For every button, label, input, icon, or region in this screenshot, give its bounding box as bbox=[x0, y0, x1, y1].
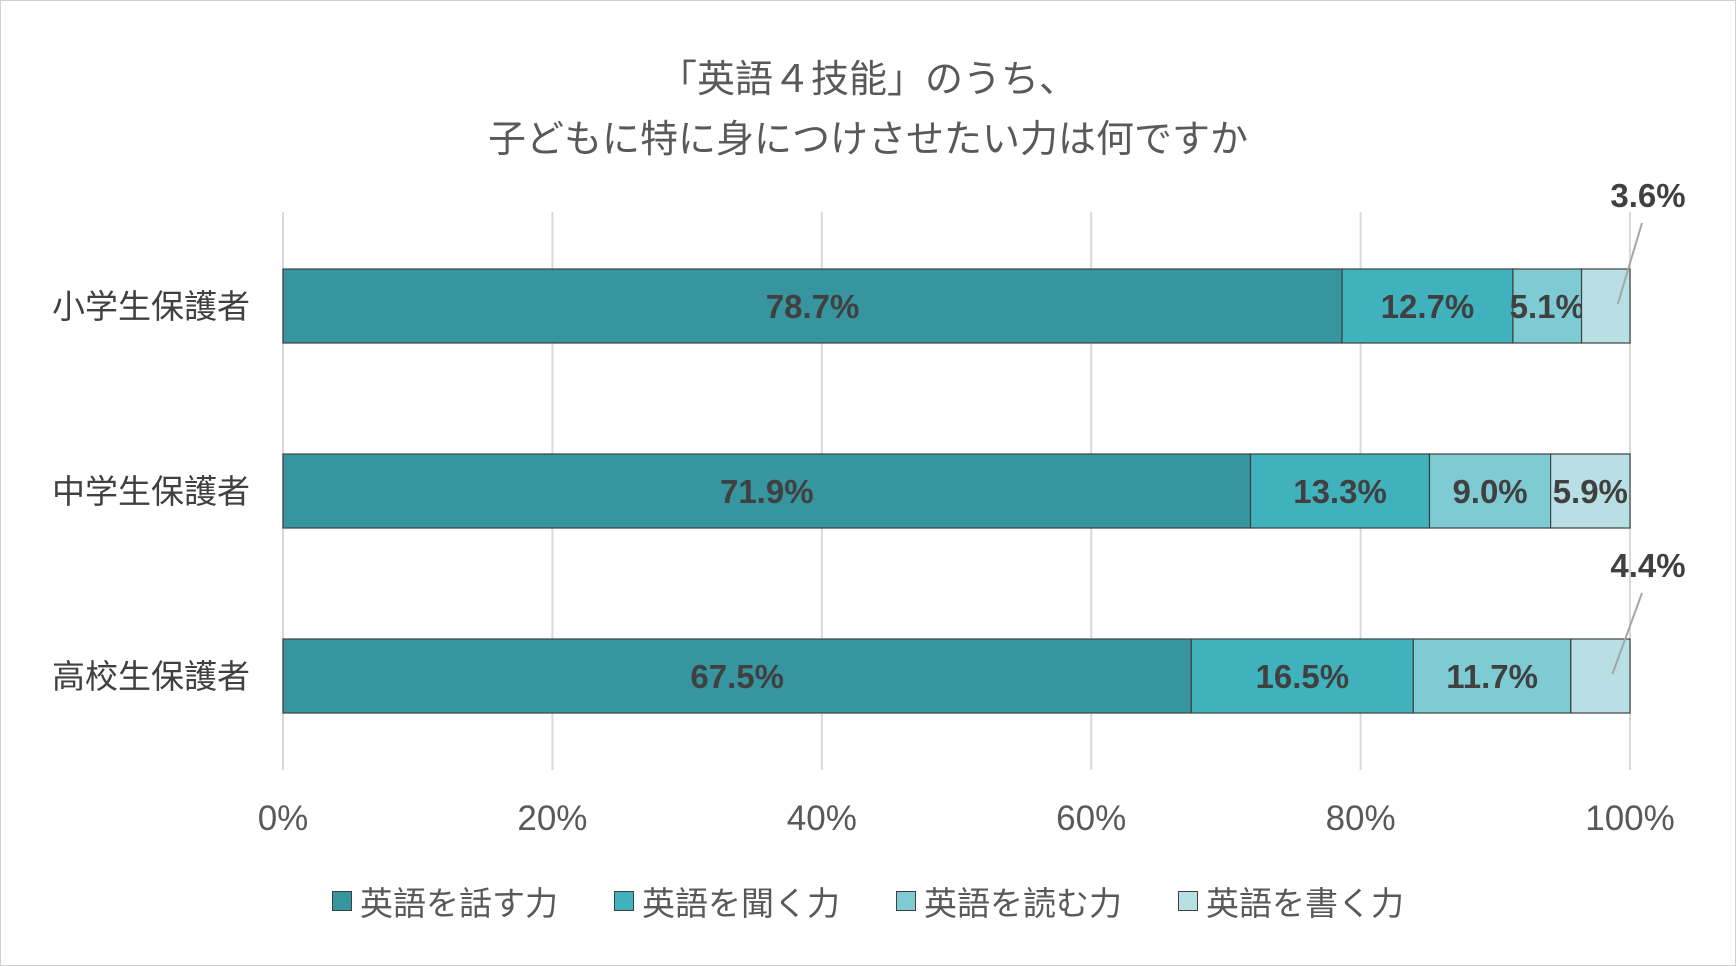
bar-segment bbox=[1190, 638, 1414, 714]
x-tick-label: 20% bbox=[517, 799, 587, 838]
bar-segment bbox=[1341, 268, 1514, 344]
x-tick-label: 0% bbox=[258, 799, 309, 838]
legend-item: 英語を読む力 bbox=[896, 877, 1122, 925]
data-label: 71.9% bbox=[720, 473, 814, 510]
legend-label: 英語を聞く力 bbox=[642, 884, 840, 923]
data-label: 11.7% bbox=[1446, 658, 1538, 695]
x-tick-label: 100% bbox=[1585, 799, 1675, 838]
chart-title-line-2: 子どもに特に身につけさせたい力は何ですか bbox=[487, 117, 1248, 161]
bar-segment bbox=[1249, 453, 1431, 529]
bar-segment bbox=[1412, 638, 1572, 714]
data-label-leader-line bbox=[1611, 592, 1643, 675]
data-label: 5.1% bbox=[1510, 288, 1585, 325]
data-label: 3.6% bbox=[1610, 177, 1685, 214]
chart-title-line-1: 「英語４技能」のうち、 bbox=[658, 57, 1077, 101]
legend-label: 英語を書く力 bbox=[1206, 884, 1404, 923]
legend-label: 英語を話す力 bbox=[360, 884, 558, 923]
x-tick-label: 60% bbox=[1056, 799, 1126, 838]
data-label: 78.7% bbox=[766, 288, 860, 325]
legend-swatch bbox=[614, 891, 634, 911]
legend-item: 英語を話す力 bbox=[332, 877, 558, 925]
bar-segment bbox=[282, 638, 1192, 714]
bar-segment bbox=[282, 268, 1343, 344]
bar-segment bbox=[1428, 453, 1552, 529]
category-label: 小学生保護者 bbox=[52, 287, 250, 326]
category-label: 高校生保護者 bbox=[52, 657, 250, 696]
data-label-leader-line bbox=[1616, 222, 1643, 305]
category-label: 中学生保護者 bbox=[52, 472, 250, 511]
legend-swatch bbox=[332, 891, 352, 911]
bar-segment bbox=[282, 453, 1252, 529]
bar-segment bbox=[1512, 268, 1583, 344]
chart-legend: 英語を話す力 英語を聞く力 英語を読む力 英語を書く力 bbox=[0, 876, 1736, 926]
legend-swatch bbox=[1178, 891, 1198, 911]
legend-item: 英語を聞く力 bbox=[614, 877, 840, 925]
data-label: 9.0% bbox=[1452, 473, 1527, 510]
legend-label: 英語を読む力 bbox=[924, 884, 1122, 923]
data-label: 16.5% bbox=[1256, 658, 1350, 695]
data-label: 5.9% bbox=[1553, 473, 1628, 510]
data-label: 4.4% bbox=[1610, 547, 1685, 584]
bar-segment bbox=[1580, 268, 1631, 344]
data-label: 12.7% bbox=[1381, 288, 1475, 325]
legend-item: 英語を書く力 bbox=[1178, 877, 1404, 925]
legend-swatch bbox=[896, 891, 916, 911]
x-tick-label: 40% bbox=[787, 799, 857, 838]
bar-segment bbox=[1550, 453, 1631, 529]
x-tick-label: 80% bbox=[1326, 799, 1396, 838]
data-label: 67.5% bbox=[690, 658, 784, 695]
data-label: 13.3% bbox=[1293, 473, 1387, 510]
